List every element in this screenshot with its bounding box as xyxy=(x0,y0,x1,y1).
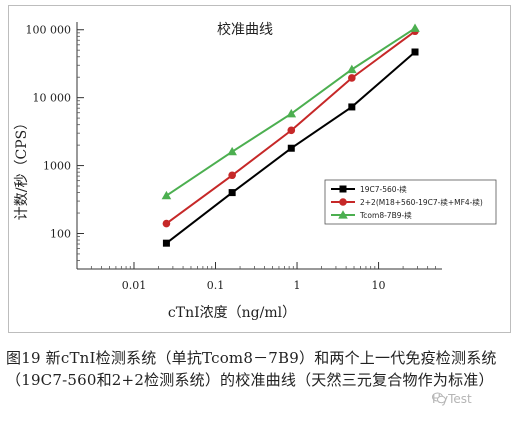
data-point xyxy=(348,103,356,111)
data-point xyxy=(347,64,357,74)
data-point xyxy=(339,198,347,206)
x-tick-label: 0.01 xyxy=(122,279,147,292)
y-tick-label: 100 000 xyxy=(26,24,72,37)
data-point xyxy=(162,239,170,247)
data-point xyxy=(410,23,420,32)
x-tick-label: 10 xyxy=(372,279,386,292)
legend: 19C7-560-椟 2+2(M18+560-19C7-椟+MF4-椟) Tcom8… xyxy=(324,179,497,225)
data-point xyxy=(228,189,236,197)
data-point xyxy=(339,185,347,193)
data-point xyxy=(228,171,236,180)
chart-frame xyxy=(8,5,511,333)
figure-caption: 图19 新cTnI检测系统（单抗Tcom8－7B9）和两个上一代免疫检测系统（1… xyxy=(6,349,497,389)
data-point xyxy=(162,219,171,228)
data-point xyxy=(287,144,295,152)
data-point xyxy=(411,48,419,56)
calibration-chart: 0.01 0.1 1 10 100 1000 10 000 100 000 19C7-560-… xyxy=(14,21,497,321)
series-2 xyxy=(162,27,419,228)
chat-bubble-icon xyxy=(432,392,446,404)
series-3 xyxy=(161,23,420,200)
data-point xyxy=(227,146,237,156)
x-tick-label: 1 xyxy=(294,279,301,292)
y-axis-label: 计数/秒（CPS） xyxy=(14,116,30,220)
x-tick-label: 0.1 xyxy=(207,279,225,292)
watermark: HyTest xyxy=(432,392,472,406)
x-axis-label: cTnI浓度（ng/ml） xyxy=(168,305,296,321)
data-point xyxy=(286,108,297,118)
data-point xyxy=(287,126,296,135)
data-point xyxy=(348,74,356,82)
legend-label: Tcom8-7B9-椟 xyxy=(359,210,412,220)
y-tick-label: 1000 xyxy=(43,160,71,173)
legend-label: 19C7-560-椟 xyxy=(360,184,407,194)
data-point xyxy=(338,210,348,219)
series-1 xyxy=(162,48,419,247)
y-tick-label: 10 000 xyxy=(33,92,72,105)
data-point xyxy=(161,190,172,200)
legend-label: 2+2(M18+560-19C7-椟+MF4-椟) xyxy=(360,197,483,207)
series-layer xyxy=(161,23,420,247)
axes: 0.01 0.1 1 10 100 1000 10 000 100 000 xyxy=(26,22,442,292)
chart-title: 校准曲线 xyxy=(217,21,273,38)
y-tick-label: 100 xyxy=(50,227,71,240)
